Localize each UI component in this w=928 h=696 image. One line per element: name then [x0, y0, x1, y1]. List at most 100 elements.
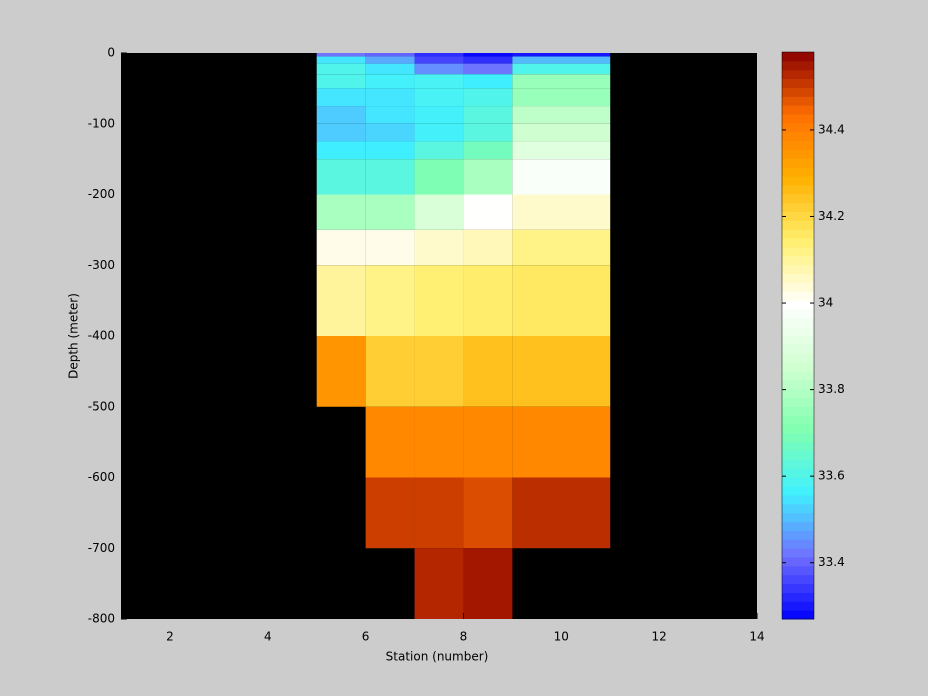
colorbar-band: [782, 362, 814, 372]
colorbar-band: [782, 308, 814, 319]
cell: [365, 336, 415, 407]
y-tick-label: -300: [88, 258, 115, 272]
cell: [316, 141, 366, 160]
colorbar-band: [782, 565, 814, 576]
colorbar-band: [782, 300, 814, 310]
colorbar-band: [782, 193, 814, 204]
y-tick-label: -600: [88, 470, 115, 484]
cell: [463, 265, 513, 336]
cell: [512, 123, 611, 142]
x-tick-label: 4: [264, 630, 272, 644]
cell: [414, 159, 464, 195]
colorbar-band: [782, 167, 814, 177]
colorbar-band: [782, 122, 814, 133]
cell: [512, 336, 611, 407]
colorbar-band: [782, 229, 814, 239]
colorbar-band: [782, 353, 814, 363]
colorbar-band: [782, 574, 814, 585]
colorbar-band: [782, 335, 814, 345]
x-tick-label: 12: [652, 630, 667, 644]
cell: [463, 336, 513, 407]
colorbar-band: [782, 592, 814, 602]
cell: [512, 53, 611, 57]
cell: [365, 74, 415, 89]
cell: [512, 88, 611, 107]
cell: [512, 56, 611, 64]
cell: [365, 63, 415, 75]
y-tick-label: -400: [88, 329, 115, 343]
colorbar-band: [782, 246, 814, 257]
cell: [463, 406, 513, 478]
y-tick-label: -800: [88, 612, 115, 626]
colorbar-band: [782, 326, 814, 336]
colorbar-band: [782, 176, 814, 186]
colorbar-tick-label: 33.4: [818, 555, 845, 569]
cell: [512, 194, 611, 230]
cell: [365, 141, 415, 160]
cell: [365, 106, 415, 124]
colorbar-band: [782, 521, 814, 531]
cell: [414, 53, 464, 57]
colorbar-band: [782, 424, 814, 434]
cell: [512, 63, 611, 75]
colorbar-band: [782, 486, 814, 496]
cell: [365, 194, 415, 230]
y-tick-label: -700: [88, 541, 115, 555]
y-tick-label: 0: [107, 46, 115, 60]
x-tick-label: 14: [749, 630, 764, 644]
cell: [512, 141, 611, 160]
colorbar-band: [782, 211, 814, 221]
cell: [512, 229, 611, 266]
colorbar-tick-label: 34.2: [818, 209, 845, 223]
cell: [463, 123, 513, 142]
cell: [512, 477, 611, 549]
colorbar-band: [782, 202, 814, 212]
cell: [414, 106, 464, 124]
cell: [414, 74, 464, 89]
cell: [365, 88, 415, 107]
y-tick-label: -100: [88, 116, 115, 130]
cell: [463, 159, 513, 195]
cell: [463, 141, 513, 160]
cell: [463, 548, 513, 619]
cell: [512, 74, 611, 89]
colorbar-band: [782, 60, 814, 71]
colorbar-band: [782, 149, 814, 159]
colorbar-band: [782, 512, 814, 523]
colorbar-band: [782, 459, 814, 469]
colorbar-band: [782, 539, 814, 549]
cell: [414, 194, 464, 230]
colorbar-band: [782, 69, 814, 80]
cell: [414, 477, 464, 549]
colorbar-band: [782, 494, 814, 505]
colorbar-band: [782, 184, 814, 195]
x-tick-label: 10: [554, 630, 569, 644]
cell: [316, 106, 366, 124]
colorbar-band: [782, 105, 814, 115]
cell: [365, 159, 415, 195]
cell: [512, 406, 611, 478]
cell: [365, 56, 415, 64]
cell: [414, 548, 464, 619]
cell: [316, 74, 366, 89]
colorbar-band: [782, 477, 814, 487]
cell: [316, 194, 366, 230]
cell: [365, 123, 415, 142]
colorbar-band: [782, 344, 814, 354]
y-axis-label: Depth (meter): [67, 293, 81, 379]
colorbar-band: [782, 432, 814, 443]
cell: [365, 53, 415, 57]
colorbar-band: [782, 238, 814, 248]
colorbar-band: [782, 397, 814, 407]
cell: [463, 477, 513, 549]
cell: [512, 265, 611, 336]
colorbar-tick-label: 33.6: [818, 469, 845, 483]
colorbar-band: [782, 415, 814, 425]
colorbar-band: [782, 379, 814, 390]
colorbar-band: [782, 317, 814, 328]
cell: [316, 53, 366, 57]
x-axis-label: Station (number): [386, 650, 489, 664]
cell: [316, 265, 366, 336]
colorbar-band: [782, 468, 814, 478]
